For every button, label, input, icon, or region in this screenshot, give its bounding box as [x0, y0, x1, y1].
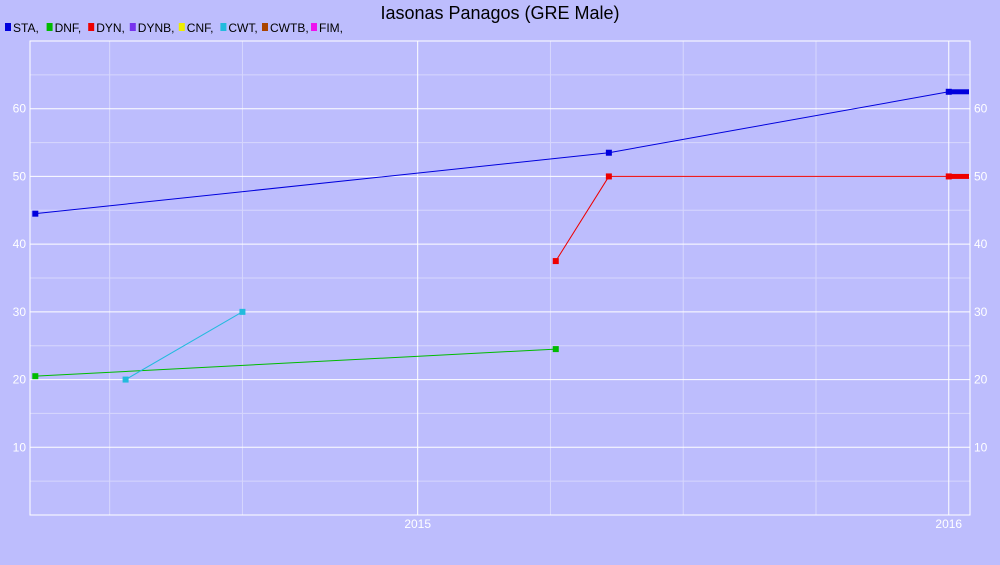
y-tick-label-right: 40	[974, 237, 988, 251]
y-tick-label-right: 20	[974, 373, 988, 387]
data-point-dyn	[605, 173, 612, 180]
legend-swatch	[178, 23, 185, 31]
y-tick-label-left: 30	[13, 305, 27, 319]
data-point-dyn	[552, 258, 559, 265]
grid	[29, 40, 971, 516]
series-end-marker-dyn	[948, 173, 969, 179]
y-tick-label-left: 10	[13, 440, 27, 454]
legend-swatch	[46, 23, 53, 31]
legend-label: DNF,	[55, 21, 82, 35]
series-end-marker-sta	[948, 89, 969, 95]
legend-label: CWTB,	[270, 21, 309, 35]
legend-label: CWT,	[228, 21, 257, 35]
y-tick-label-left: 40	[13, 237, 27, 251]
legend-label: FIM,	[319, 21, 343, 35]
data-point-cwt	[122, 376, 129, 383]
legend-label: DYN,	[96, 21, 125, 35]
legend-label: CNF,	[187, 21, 214, 35]
x-tick-label: 2016	[935, 517, 962, 531]
data-point-cwt	[239, 308, 246, 315]
y-tick-label-left: 60	[13, 102, 27, 116]
series-line-sta	[35, 91, 949, 215]
series-line-cwt	[125, 311, 243, 381]
data-point-dnf	[552, 346, 559, 353]
legend: STA, DNF, DYN, DYNB, CNF, CWT, CWTB, FIM,	[5, 21, 343, 35]
legend-swatch	[311, 23, 317, 31]
chart-title: Iasonas Panagos (GRE Male)	[380, 3, 619, 23]
x-tick-labels: 2015 2016	[404, 517, 962, 531]
y-tick-label-right: 30	[974, 305, 988, 319]
legend-swatch	[5, 23, 11, 31]
y-tick-label-left: 50	[13, 169, 27, 183]
y-tick-label-right: 10	[974, 440, 988, 454]
plot-border	[29, 40, 971, 516]
y-tick-label-left: 20	[13, 373, 27, 387]
series-line-dnf	[35, 348, 556, 377]
data-point-dnf	[32, 373, 39, 380]
series-line-dyn	[555, 175, 949, 262]
legend-swatch	[220, 23, 227, 31]
x-tick-label: 2015	[404, 517, 431, 531]
legend-swatch	[129, 23, 136, 31]
y-tick-label-right: 50	[974, 169, 988, 183]
data-point-sta	[32, 210, 39, 217]
legend-swatch	[88, 23, 95, 31]
legend-label: DYNB,	[138, 21, 175, 35]
series-layer	[32, 88, 969, 383]
legend-swatch	[262, 23, 268, 31]
data-point-sta	[605, 149, 612, 156]
legend-label: STA,	[13, 21, 39, 35]
y-tick-labels: 10 10 20 20 30 30 40 40 50 50 60 60	[13, 102, 988, 455]
y-tick-label-right: 60	[974, 102, 988, 116]
